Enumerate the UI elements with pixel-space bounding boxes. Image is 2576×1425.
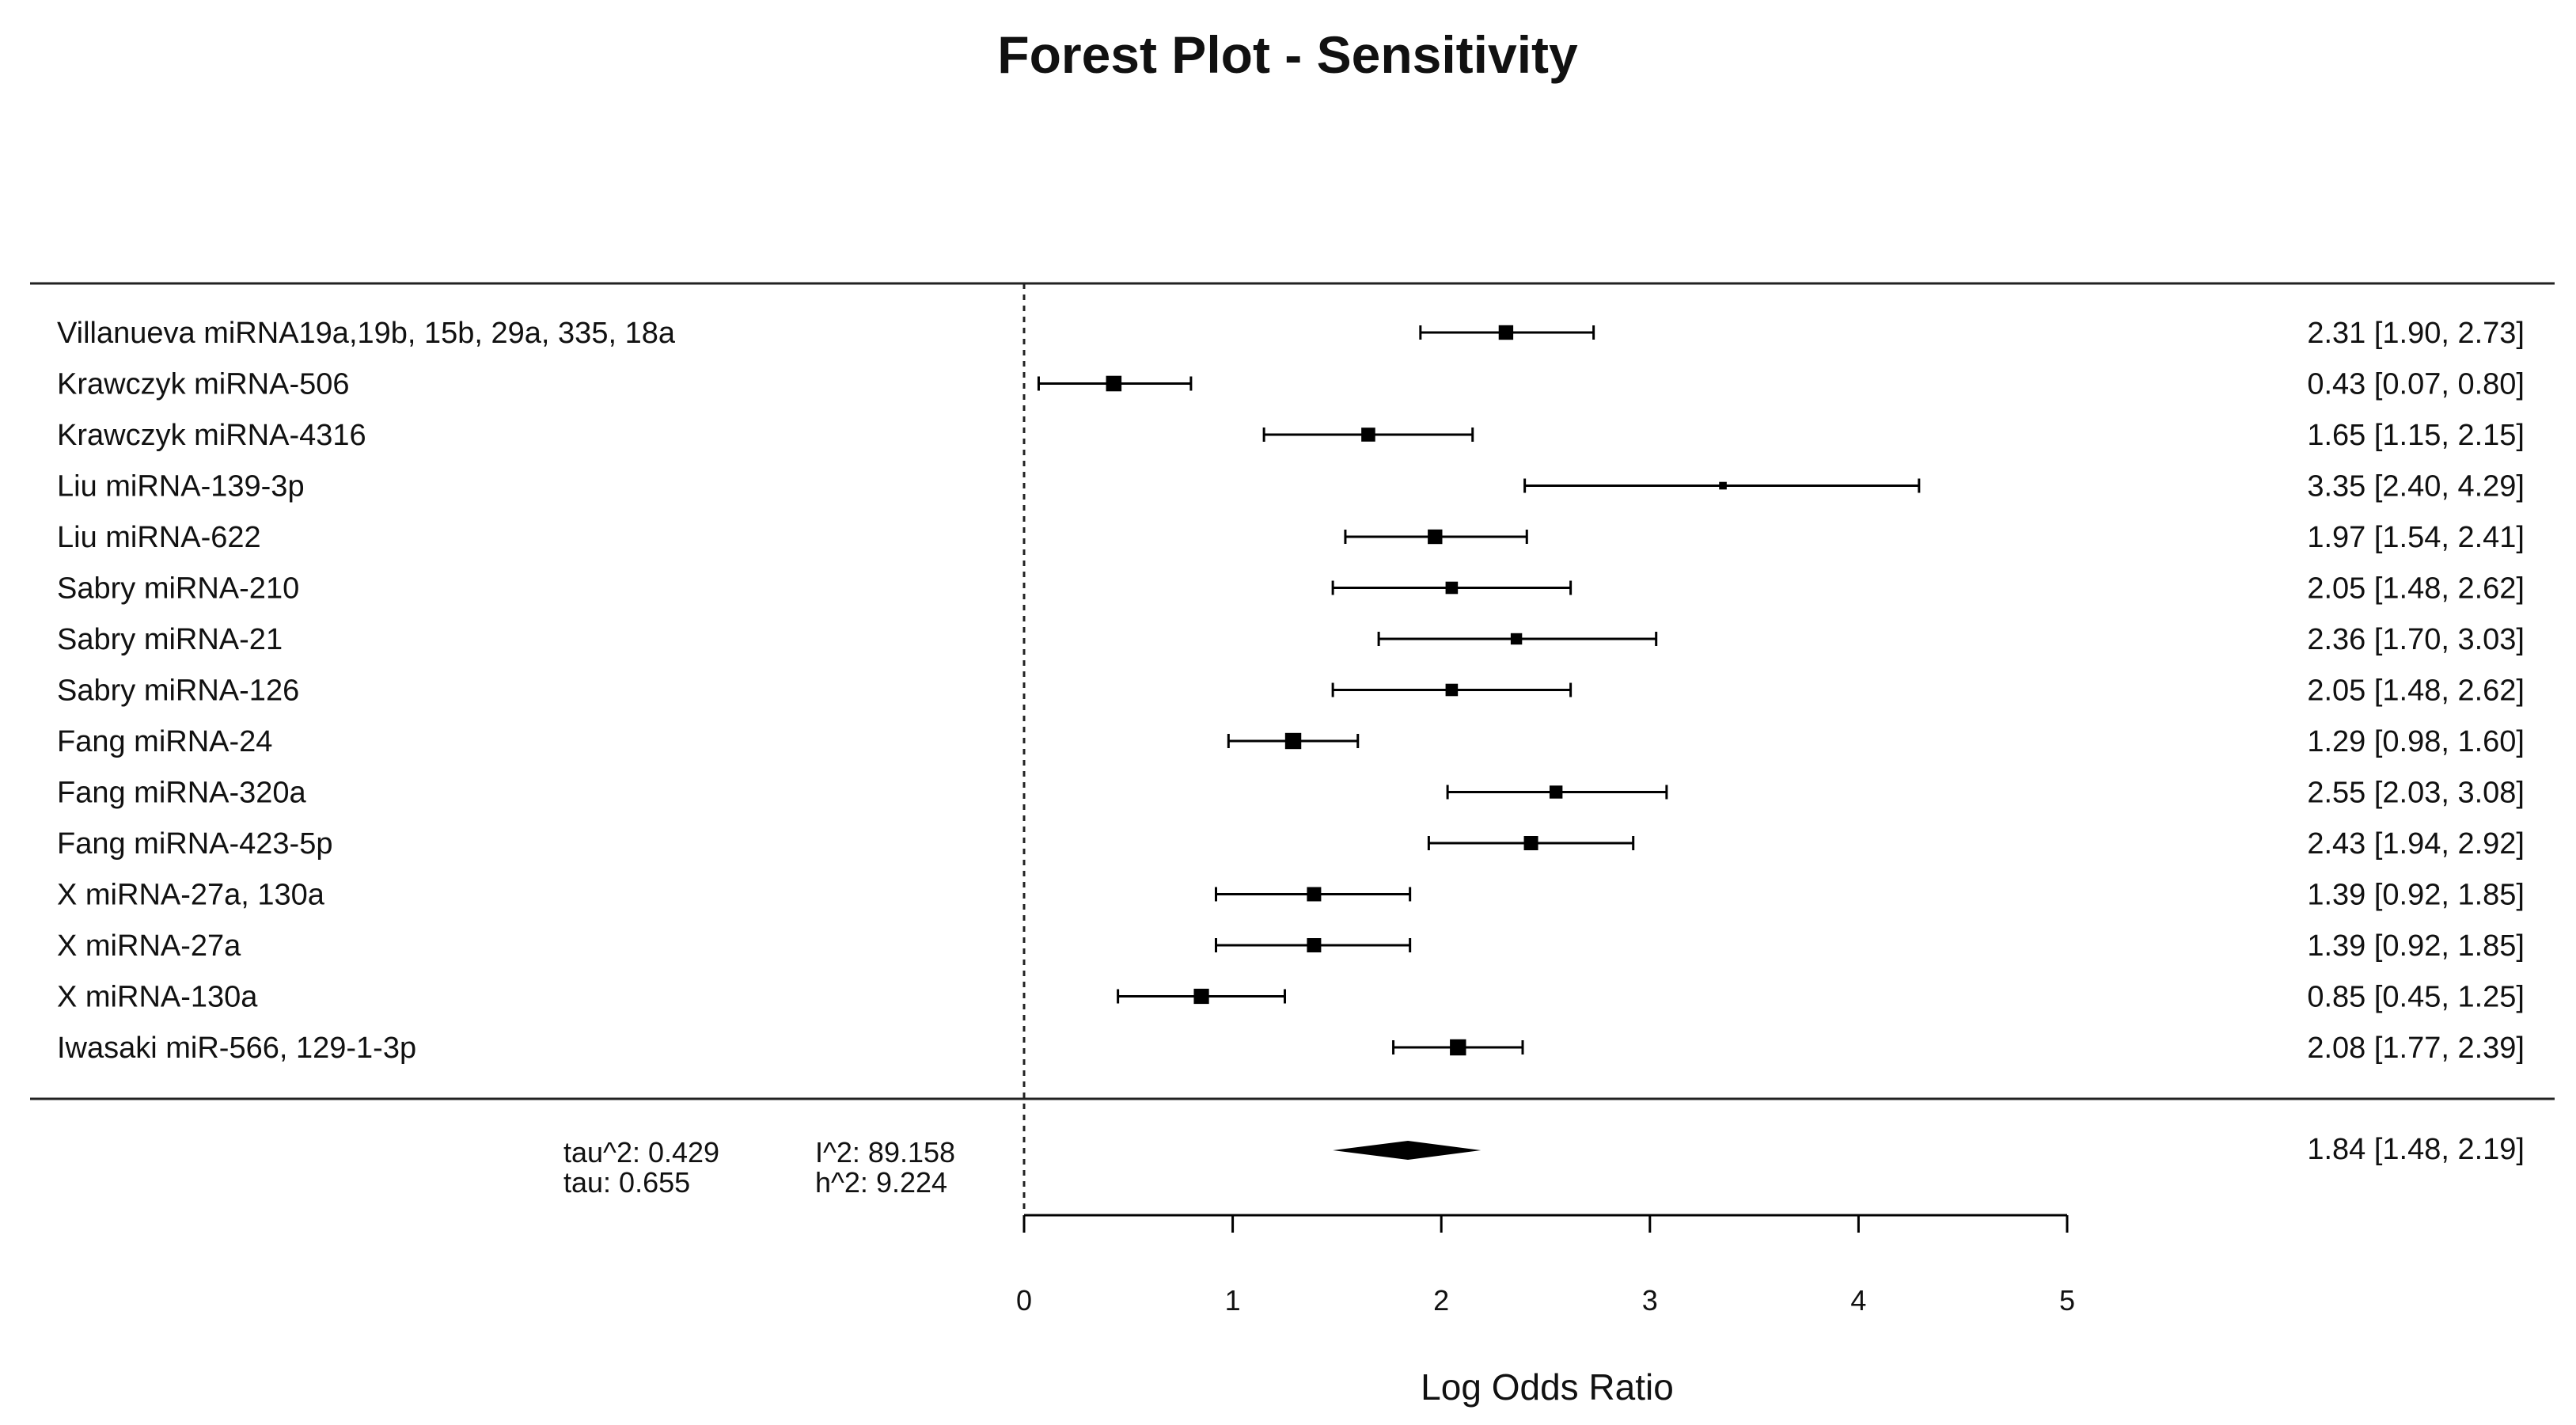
estimate-text: 0.85 [0.45, 1.25]: [2307, 981, 2525, 1014]
x-tick-label: 4: [1850, 1284, 1866, 1317]
estimate-text: 1.39 [0.92, 1.85]: [2307, 879, 2525, 912]
study-row: Fang miRNA-24 1.29 [0.98, 1.60]: [57, 725, 2525, 758]
point-estimate-square: [1428, 529, 1443, 545]
study-label: X miRNA-130a: [57, 981, 258, 1014]
estimate-text: 2.05 [1.48, 2.62]: [2307, 674, 2525, 708]
point-estimate-square: [1445, 581, 1459, 595]
estimate-text: 2.55 [2.03, 3.08]: [2307, 777, 2525, 810]
study-label: Sabry miRNA-210: [57, 572, 299, 606]
point-estimate-square: [1523, 836, 1538, 850]
point-estimate-square: [1445, 683, 1459, 697]
study-row: Sabry miRNA-210 2.05 [1.48, 2.62]: [57, 572, 2525, 606]
tau2-stat: tau^2: 0.429: [563, 1136, 719, 1168]
study-label: Krawczyk miRNA-4316: [57, 419, 366, 452]
x-tick-label: 1: [1225, 1284, 1241, 1317]
summary-estimate-text: 1.84 [1.48, 2.19]: [2307, 1133, 2525, 1166]
study-rows: Villanueva miRNA19a,19b, 15b, 29a, 335, …: [57, 317, 2525, 1065]
point-estimate-square: [1307, 938, 1322, 952]
study-row: Liu miRNA-622 1.97 [1.54, 2.41]: [57, 521, 2525, 554]
study-label: Iwasaki miR-566, 129-1-3p: [57, 1032, 416, 1065]
estimate-text: 2.36 [1.70, 3.03]: [2307, 623, 2525, 656]
study-row: Fang miRNA-423-5p 2.43 [1.94, 2.92]: [57, 827, 2525, 861]
point-estimate-square: [1106, 375, 1122, 392]
study-row: Krawczyk miRNA-4316 1.65 [1.15, 2.15]: [57, 419, 2525, 452]
estimate-text: 1.39 [0.92, 1.85]: [2307, 929, 2525, 963]
study-label: Fang miRNA-320a: [57, 777, 307, 810]
x-tick-label: 2: [1433, 1284, 1449, 1317]
h2-stat: h^2: 9.224: [815, 1166, 947, 1199]
x-tick-label: 3: [1642, 1284, 1658, 1317]
heterogeneity-stats: tau^2: 0.429 tau: 0.655 I^2: 89.158 h^2:…: [563, 1136, 955, 1199]
study-row: X miRNA-130a 0.85 [0.45, 1.25]: [57, 981, 2525, 1014]
estimate-text: 2.05 [1.48, 2.62]: [2307, 572, 2525, 606]
study-row: Liu miRNA-139-3p 3.35 [2.40, 4.29]: [57, 470, 2525, 504]
chart-title: Forest Plot - Sensitivity: [997, 25, 1578, 84]
point-estimate-square: [1510, 633, 1523, 645]
study-row: Iwasaki miR-566, 129-1-3p 2.08 [1.77, 2.3…: [57, 1032, 2525, 1065]
study-label: X miRNA-27a: [57, 929, 241, 963]
estimate-text: 2.31 [1.90, 2.73]: [2307, 317, 2525, 350]
study-label: Sabry miRNA-126: [57, 674, 299, 708]
study-label: Fang miRNA-24: [57, 725, 272, 758]
study-row: Sabry miRNA-21 2.36 [1.70, 3.03]: [57, 623, 2525, 656]
point-estimate-square: [1193, 988, 1209, 1005]
estimate-text: 0.43 [0.07, 0.80]: [2307, 368, 2525, 401]
study-row: Sabry miRNA-126 2.05 [1.48, 2.62]: [57, 674, 2525, 708]
point-estimate-square: [1719, 481, 1727, 490]
study-label: Villanueva miRNA19a,19b, 15b, 29a, 335, …: [57, 317, 676, 350]
i2-stat: I^2: 89.158: [815, 1136, 955, 1168]
study-label: Sabry miRNA-21: [57, 623, 283, 656]
estimate-text: 3.35 [2.40, 4.29]: [2307, 470, 2525, 504]
study-row: X miRNA-27a 1.39 [0.92, 1.85]: [57, 929, 2525, 963]
estimate-text: 2.08 [1.77, 2.39]: [2307, 1032, 2525, 1065]
estimate-text: 1.65 [1.15, 2.15]: [2307, 419, 2525, 452]
point-estimate-square: [1284, 732, 1302, 750]
point-estimate-square: [1498, 325, 1514, 340]
study-label: Krawczyk miRNA-506: [57, 368, 350, 401]
point-estimate-square: [1361, 428, 1375, 442]
study-row: Krawczyk miRNA-506 0.43 [0.07, 0.80]: [57, 368, 2525, 401]
study-row: Villanueva miRNA19a,19b, 15b, 29a, 335, …: [57, 317, 2525, 350]
point-estimate-square: [1307, 887, 1322, 902]
study-label: Liu miRNA-622: [57, 521, 261, 554]
study-label: Fang miRNA-423-5p: [57, 827, 332, 861]
x-tick-label: 5: [2059, 1284, 2075, 1317]
study-row: Fang miRNA-320a 2.55 [2.03, 3.08]: [57, 777, 2525, 810]
study-label: X miRNA-27a, 130a: [57, 879, 325, 912]
estimate-text: 1.97 [1.54, 2.41]: [2307, 521, 2525, 554]
x-axis-label: Log Odds Ratio: [1421, 1366, 1674, 1408]
x-axis: 0 1 2 3 4 5: [1016, 1214, 2075, 1317]
x-tick-label: 0: [1016, 1284, 1032, 1317]
estimate-text: 1.29 [0.98, 1.60]: [2307, 725, 2525, 758]
summary-diamond: [1333, 1141, 1481, 1160]
study-label: Liu miRNA-139-3p: [57, 470, 305, 504]
study-row: X miRNA-27a, 130a 1.39 [0.92, 1.85]: [57, 879, 2525, 912]
point-estimate-square: [1450, 1039, 1466, 1056]
tau-stat: tau: 0.655: [563, 1166, 690, 1199]
point-estimate-square: [1549, 785, 1563, 799]
estimate-text: 2.43 [1.94, 2.92]: [2307, 827, 2525, 861]
